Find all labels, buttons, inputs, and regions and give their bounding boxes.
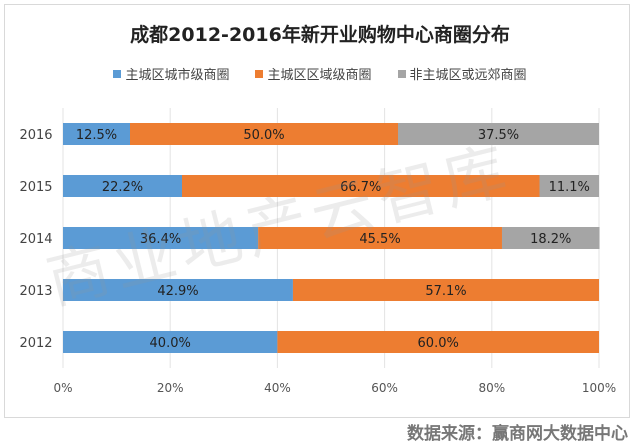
- bar-segment: [277, 331, 599, 353]
- x-tick-label: 40%: [264, 381, 291, 395]
- legend-swatch: [113, 69, 122, 78]
- legend-label: 非主城区或远郊商圈: [409, 68, 527, 83]
- legend: 主城区城市级商圈 主城区区域级商圈 非主城区或远郊商圈: [0, 64, 640, 83]
- bar-segment: [63, 279, 293, 301]
- y-tick-label: 2012: [19, 336, 52, 351]
- source-note: 数据来源：赢商网大数据中心: [407, 424, 628, 444]
- bar-segment: [63, 123, 130, 145]
- data-label: 50.0%: [243, 128, 284, 143]
- bar-segment: [258, 227, 502, 249]
- legend-item-city: 主城区城市级商圈: [113, 64, 229, 83]
- data-label: 37.5%: [478, 128, 519, 143]
- bar-segment: [398, 123, 599, 145]
- bar-segment: [501, 227, 600, 249]
- data-label: 60.0%: [418, 336, 459, 351]
- x-tick-label: 60%: [371, 381, 398, 395]
- bar-segment: [181, 175, 540, 197]
- y-tick-label: 2013: [19, 284, 52, 299]
- chart-title: 成都2012-2016年新开业购物中心商圈分布: [130, 24, 510, 46]
- data-label: 45.5%: [359, 232, 400, 247]
- legend-label: 主城区区域级商圈: [267, 68, 372, 83]
- bar-segment: [292, 279, 599, 301]
- bar-segment: [539, 175, 599, 197]
- x-tick-label: 20%: [157, 381, 184, 395]
- x-tick-label: 80%: [478, 381, 505, 395]
- data-label: 22.2%: [102, 180, 143, 195]
- data-label: 66.7%: [340, 180, 381, 195]
- legend-item-suburban: 非主城区或远郊商圈: [397, 64, 527, 83]
- legend-swatch: [397, 69, 406, 78]
- x-tick-label: 0%: [53, 381, 72, 395]
- legend-label: 主城区城市级商圈: [125, 68, 230, 83]
- x-tick-label: 100%: [582, 381, 616, 395]
- y-tick-label: 2014: [19, 232, 52, 247]
- bar-segment: [130, 123, 398, 145]
- data-label: 57.1%: [425, 284, 466, 299]
- data-label: 36.4%: [140, 232, 181, 247]
- legend-swatch: [255, 69, 264, 78]
- bar-segment: [63, 175, 182, 197]
- data-label: 11.1%: [549, 180, 590, 195]
- y-tick-label: 2016: [19, 128, 52, 143]
- data-label: 18.2%: [530, 232, 571, 247]
- chart-frame: [4, 4, 630, 418]
- y-tick-label: 2015: [19, 180, 52, 195]
- data-label: 40.0%: [150, 336, 191, 351]
- bar-segment: [63, 227, 259, 249]
- legend-item-regional: 主城区区域级商圈: [255, 64, 372, 83]
- bar-segment: [63, 331, 278, 353]
- data-label: 42.9%: [157, 284, 198, 299]
- data-label: 12.5%: [76, 128, 117, 143]
